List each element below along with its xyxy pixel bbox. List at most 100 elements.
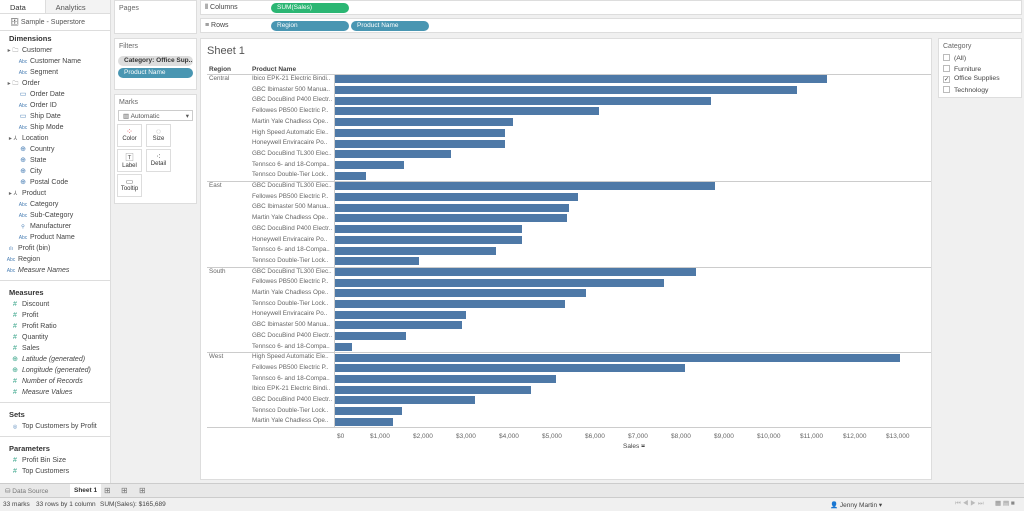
region-label[interactable]: West — [209, 353, 224, 361]
header-region[interactable]: Region — [209, 66, 232, 73]
columns-shelf[interactable]: ⦀ Columns SUM(Sales) — [200, 0, 1022, 15]
product-label[interactable]: High Speed Automatic Ele.. — [252, 353, 329, 361]
product-label[interactable]: Honeywell Enviracaire Po.. — [252, 310, 328, 318]
bar-mark[interactable] — [335, 278, 664, 287]
product-label[interactable]: Honeywell Enviracaire Po.. — [252, 139, 328, 147]
param-item[interactable]: # Profit Bin Size — [0, 455, 110, 466]
product-label[interactable]: Tennsco Double-Tier Lock.. — [252, 299, 329, 307]
measure-item[interactable]: ⊕ Longitude (generated) — [0, 365, 110, 376]
dimension-item[interactable]: Abc Category — [0, 199, 110, 210]
view-toggle-icons[interactable]: ▦ ▤ ■ — [995, 500, 1015, 507]
product-label[interactable]: High Speed Automatic Ele.. — [252, 128, 329, 136]
bar-mark[interactable] — [335, 267, 697, 276]
bar-mark[interactable] — [335, 407, 402, 415]
new-story-icon[interactable]: ⊞ — [139, 486, 146, 495]
measure-item[interactable]: # Number of Records — [0, 376, 110, 387]
bar-mark[interactable] — [335, 310, 466, 319]
sheet-tab[interactable]: Sheet 1 — [70, 484, 102, 497]
dimension-item[interactable]: ⊕ Postal Code — [0, 177, 110, 188]
bar-mark[interactable] — [335, 332, 406, 341]
bar-mark[interactable] — [335, 107, 600, 116]
dimension-item[interactable]: ⊕ State — [0, 155, 110, 166]
dimension-item[interactable]: ▭ Order Date — [0, 89, 110, 100]
checkbox[interactable] — [943, 85, 950, 93]
measure-item[interactable]: ⊕ Latitude (generated) — [0, 354, 110, 365]
bar-mark[interactable] — [335, 86, 798, 94]
rows-shelf[interactable]: ≡ Rows Region Product Name — [200, 18, 1022, 33]
bar-mark[interactable] — [335, 300, 565, 308]
bar-mark[interactable] — [335, 396, 475, 405]
dimension-item[interactable]: ⚲ Manufacturer — [0, 221, 110, 232]
datasource[interactable]: 🗄 Sample - Superstore — [0, 14, 110, 31]
bar-mark[interactable] — [335, 417, 393, 426]
product-label[interactable]: Tennsco 6- and 18-Compa.. — [252, 160, 330, 168]
category-option[interactable]: ✓ Office Supplies — [939, 75, 1021, 86]
dimension-item[interactable]: ▸ 🗀 Customer — [0, 45, 110, 56]
product-label[interactable]: Tennsco Double-Tier Lock.. — [252, 256, 329, 264]
category-option[interactable]: Technology — [939, 85, 1021, 97]
dimension-item[interactable]: ▭ Ship Date — [0, 111, 110, 122]
axis-title[interactable]: Sales ⩸ — [623, 443, 645, 451]
dimension-item[interactable]: Abc Customer Name — [0, 56, 110, 67]
product-label[interactable]: GBC DocuBind P400 Electr.. — [252, 396, 333, 403]
tooltip-button[interactable]: ▭ Tooltip — [117, 174, 142, 197]
bar-mark[interactable] — [335, 342, 353, 351]
product-label[interactable]: GBC Ibimaster 500 Manua.. — [252, 321, 331, 329]
product-label[interactable]: Ibico EPK-21 Electric Bindi.. — [252, 385, 331, 393]
product-label[interactable]: Martin Yale Chadless Ope.. — [252, 117, 329, 125]
sort-icon[interactable]: ⩸ — [641, 443, 646, 450]
page-nav-icons[interactable]: ⏮ ◀ ▶ ⏭ — [955, 500, 984, 507]
dimension-item[interactable]: Abc Sub-Category — [0, 210, 110, 221]
checkbox[interactable] — [943, 64, 950, 72]
product-label[interactable]: GBC Ibimaster 500 Manua.. — [252, 85, 331, 93]
bar-mark[interactable] — [335, 235, 522, 244]
mark-type-dropdown[interactable]: ▥ Automatic ▾ — [118, 110, 193, 121]
checkbox[interactable] — [943, 54, 950, 61]
filter-pill-category[interactable]: Category: Office Sup.. — [118, 56, 193, 66]
dimension-item[interactable]: Abc Ship Mode — [0, 122, 110, 133]
bar-mark[interactable] — [335, 128, 505, 137]
label-button[interactable]: 🅃 Label — [117, 149, 142, 172]
product-label[interactable]: Fellowes PB500 Electric P.. — [252, 278, 329, 286]
bar-mark[interactable] — [335, 171, 366, 180]
bar-mark[interactable] — [335, 214, 568, 223]
product-label[interactable]: GBC DocuBind TL300 Elec.. — [252, 267, 332, 275]
category-option[interactable]: Furniture — [939, 64, 1021, 76]
columns-pill-sum-sales[interactable]: SUM(Sales) — [271, 3, 349, 13]
product-label[interactable]: Ibico EPK-21 Electric Bindi.. — [252, 75, 331, 82]
pages-shelf[interactable]: Pages — [114, 0, 197, 34]
header-product-name[interactable]: Product Name — [252, 66, 297, 73]
bar-mark[interactable] — [335, 139, 505, 148]
dimension-item[interactable]: ▸ 🗀 Order — [0, 78, 110, 89]
bar-mark[interactable] — [335, 364, 686, 373]
size-button[interactable]: ◌ Size — [145, 124, 171, 147]
detail-button[interactable]: ⁖ Detail — [145, 149, 171, 172]
dimension-item[interactable]: ▸ ⅄ Location — [0, 133, 110, 144]
bar-mark[interactable] — [335, 257, 419, 266]
product-label[interactable]: Tennsco Double-Tier Lock.. — [252, 406, 329, 414]
rows-pill-region[interactable]: Region — [271, 21, 349, 31]
bar-mark[interactable] — [335, 246, 497, 255]
bar-mark[interactable] — [335, 353, 901, 362]
dimension-item[interactable]: Abc Segment — [0, 67, 110, 78]
category-option[interactable]: (All) — [939, 54, 1021, 65]
product-label[interactable]: GBC DocuBind TL300 Elec.. — [252, 149, 332, 157]
dimension-item[interactable]: Abc Order ID — [0, 100, 110, 111]
product-label[interactable]: Honeywell Enviracaire Po.. — [252, 235, 328, 243]
dimension-item[interactable]: ⊕ City — [0, 166, 110, 177]
bar-mark[interactable] — [335, 203, 570, 212]
dimension-item[interactable]: ılı Profit (bin) — [0, 243, 110, 254]
product-label[interactable]: GBC DocuBind TL300 Elec.. — [252, 182, 332, 189]
dimension-item[interactable]: Abc Product Name — [0, 232, 110, 243]
bar-mark[interactable] — [335, 225, 522, 234]
product-label[interactable]: Tennsco 6- and 18-Compa.. — [252, 342, 330, 350]
measure-item[interactable]: # Quantity — [0, 332, 110, 343]
param-item[interactable]: # Top Customers — [0, 466, 110, 477]
product-label[interactable]: Martin Yale Chadless Ope.. — [252, 417, 329, 425]
filter-pill-product-name[interactable]: Product Name — [118, 68, 193, 78]
product-label[interactable]: Fellowes PB500 Electric P.. — [252, 107, 329, 115]
measure-item[interactable]: # Sales — [0, 343, 110, 354]
checkbox[interactable]: ✓ — [943, 76, 950, 83]
dimension-item[interactable]: ⊕ Country — [0, 144, 110, 155]
bar-mark[interactable] — [335, 150, 451, 159]
